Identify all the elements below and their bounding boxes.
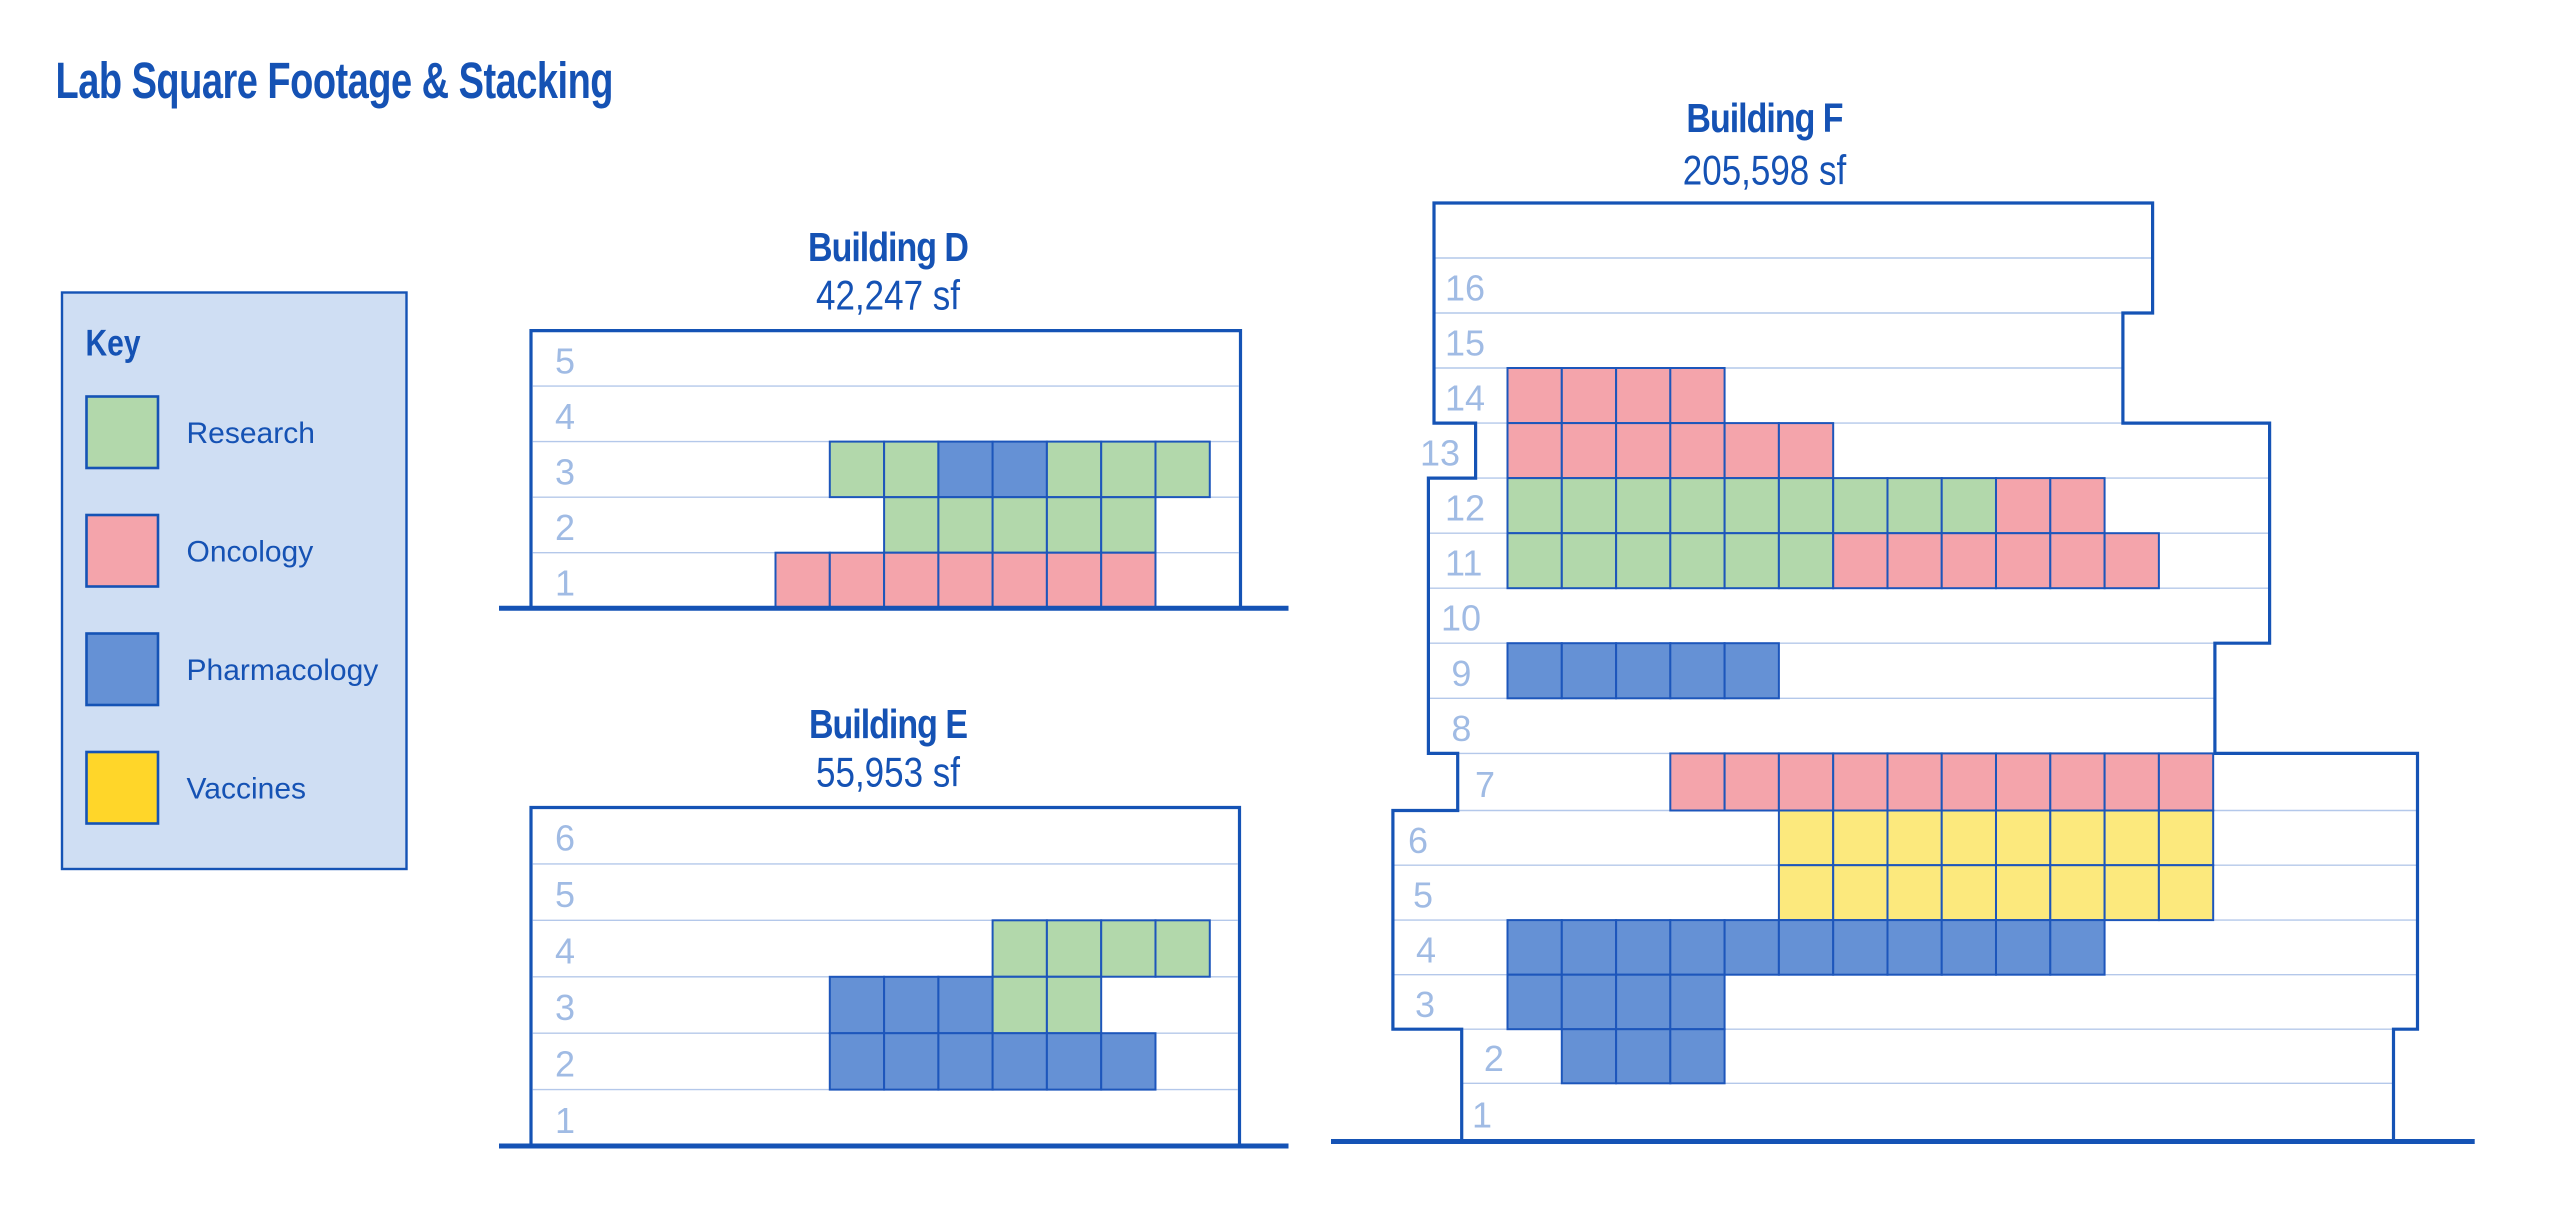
svg-text:5: 5 bbox=[1413, 875, 1433, 916]
svg-text:1: 1 bbox=[555, 1100, 575, 1141]
svg-text:2: 2 bbox=[555, 1043, 575, 1084]
svg-text:3: 3 bbox=[555, 451, 575, 492]
svg-text:4: 4 bbox=[555, 396, 575, 437]
svg-text:55,953 sf: 55,953 sf bbox=[816, 750, 960, 797]
svg-text:12: 12 bbox=[1445, 488, 1485, 529]
svg-text:4: 4 bbox=[555, 931, 575, 972]
svg-text:2: 2 bbox=[555, 507, 575, 548]
svg-text:Building D: Building D bbox=[808, 224, 968, 270]
svg-text:Vaccines: Vaccines bbox=[187, 773, 307, 806]
svg-text:15: 15 bbox=[1445, 323, 1485, 364]
svg-text:7: 7 bbox=[1475, 764, 1495, 805]
svg-text:4: 4 bbox=[1416, 929, 1436, 970]
svg-text:Oncology: Oncology bbox=[187, 536, 314, 569]
svg-text:8: 8 bbox=[1451, 708, 1471, 749]
svg-text:Building F: Building F bbox=[1686, 95, 1842, 141]
svg-text:11: 11 bbox=[1445, 543, 1482, 584]
svg-text:6: 6 bbox=[1408, 820, 1428, 861]
svg-text:5: 5 bbox=[555, 874, 575, 915]
svg-text:Research: Research bbox=[187, 417, 315, 450]
svg-text:9: 9 bbox=[1451, 653, 1471, 694]
svg-text:14: 14 bbox=[1445, 378, 1485, 419]
svg-text:10: 10 bbox=[1441, 598, 1481, 639]
svg-text:205,598 sf: 205,598 sf bbox=[1683, 148, 1847, 195]
svg-text:Key: Key bbox=[86, 322, 141, 364]
svg-text:2: 2 bbox=[1484, 1038, 1504, 1079]
svg-text:3: 3 bbox=[1415, 984, 1435, 1025]
svg-text:3: 3 bbox=[555, 987, 575, 1028]
svg-text:Lab Square Footage & Stacking: Lab Square Footage & Stacking bbox=[56, 51, 613, 109]
svg-text:5: 5 bbox=[555, 340, 575, 381]
svg-text:13: 13 bbox=[1420, 433, 1460, 474]
svg-text:Pharmacology: Pharmacology bbox=[187, 654, 379, 687]
svg-text:42,247 sf: 42,247 sf bbox=[816, 273, 960, 320]
svg-text:1: 1 bbox=[555, 562, 575, 603]
svg-text:6: 6 bbox=[555, 818, 575, 859]
svg-text:16: 16 bbox=[1445, 268, 1485, 309]
svg-text:Building E: Building E bbox=[809, 701, 967, 747]
svg-text:1: 1 bbox=[1472, 1094, 1492, 1135]
